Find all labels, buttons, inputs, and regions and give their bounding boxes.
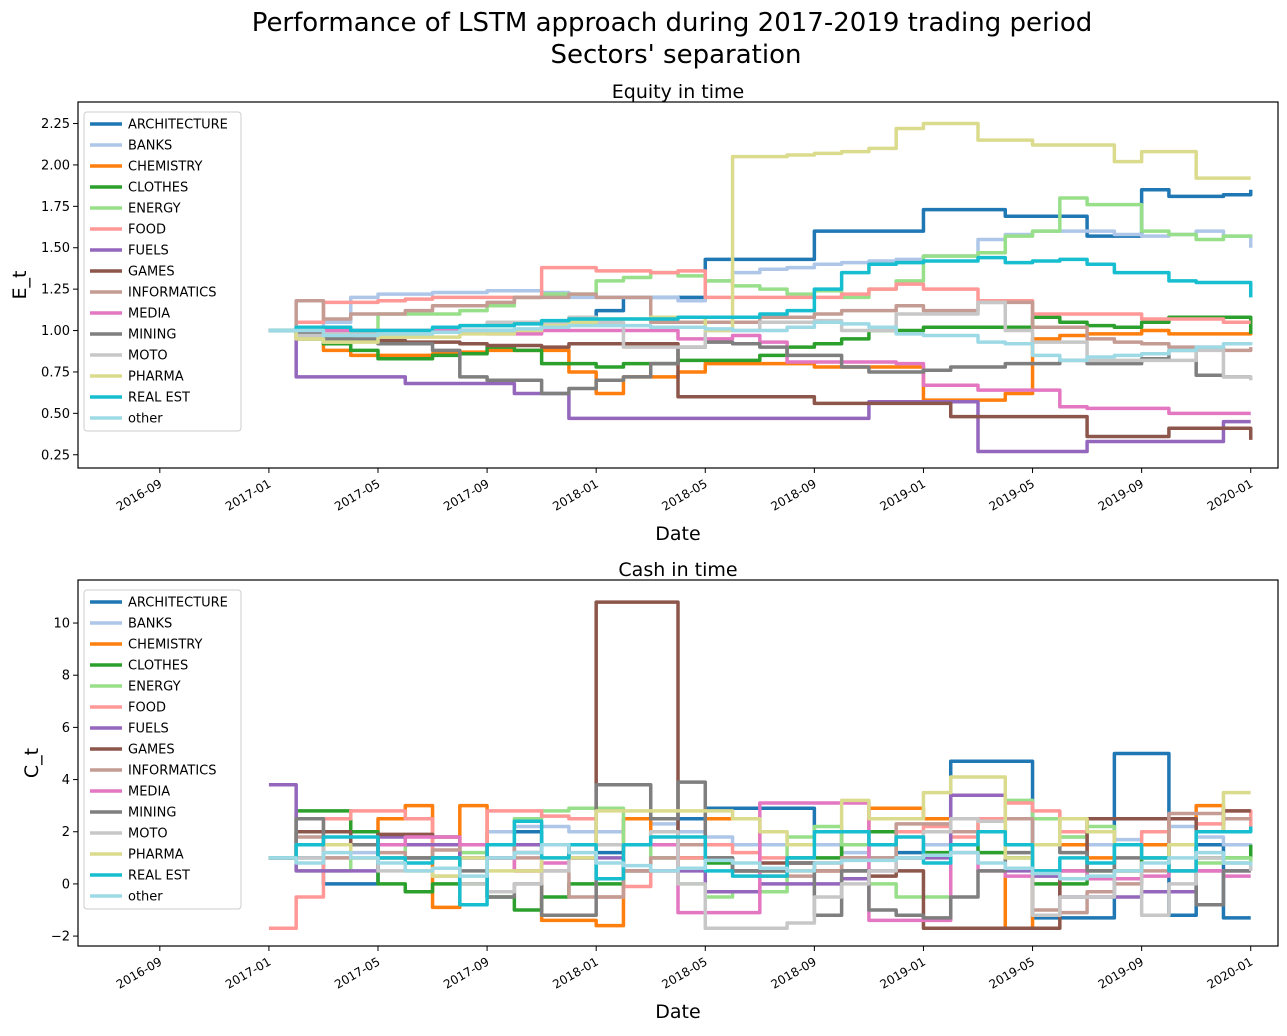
legend-box bbox=[83, 111, 242, 432]
x-tick-label: 2019-01 bbox=[878, 476, 928, 513]
legend-label: FUELS bbox=[128, 722, 169, 737]
series-line-real-est bbox=[268, 255, 1253, 333]
series-line-other bbox=[268, 843, 1253, 881]
series-line-other bbox=[268, 320, 1253, 363]
legend-label: FOOD bbox=[128, 701, 166, 716]
legend-label: PHARMA bbox=[128, 370, 184, 385]
legend-label: other bbox=[128, 890, 163, 905]
y-tick-label: 2 bbox=[62, 825, 70, 840]
x-tick-label: 2019-09 bbox=[1096, 954, 1146, 991]
x-tick-label: 2017-05 bbox=[332, 954, 382, 991]
series-line-real-est bbox=[268, 819, 1253, 907]
series-line-banks bbox=[268, 229, 1253, 333]
legend-label: INFORMATICS bbox=[128, 286, 217, 301]
cash-chart: Cash in time Date C_t 2016-09 2017-01 2017… bbox=[21, 559, 1279, 1023]
series-line-pharma bbox=[268, 775, 1251, 878]
series-line-informatics bbox=[268, 292, 1253, 353]
x-tick-label: 2017-05 bbox=[332, 476, 382, 513]
y-tick-label: 0 bbox=[62, 877, 70, 892]
y-tick-label: 8 bbox=[62, 669, 70, 684]
legend-label: MINING bbox=[128, 328, 176, 343]
series-line-fuels bbox=[268, 328, 1251, 454]
legend: ARCHITECTURE BANKS CHEMISTRY CLOTHES ENERGY F… bbox=[83, 589, 242, 910]
cash-xlabel: Date bbox=[655, 1001, 700, 1023]
series-lines bbox=[268, 600, 1253, 931]
x-tick-label: 2017-01 bbox=[223, 476, 273, 513]
axes-frame bbox=[77, 101, 1279, 469]
x-tick-label: 2016-09 bbox=[114, 954, 164, 991]
y-tick-label: 6 bbox=[62, 721, 70, 736]
legend-label: MEDIA bbox=[128, 785, 170, 800]
x-tick-label: 2017-01 bbox=[223, 954, 273, 991]
legend-label: other bbox=[128, 412, 163, 427]
x-tick-label: 2019-05 bbox=[987, 476, 1037, 513]
legend-label: PHARMA bbox=[128, 848, 184, 863]
legend-label: BANKS bbox=[128, 617, 172, 632]
y-tick-label: 10 bbox=[53, 617, 70, 632]
legend-label: CLOTHES bbox=[128, 659, 188, 674]
y-tick-label: −2 bbox=[51, 930, 70, 945]
figure-title-line1: Performance of LSTM approach during 2017… bbox=[252, 8, 1093, 38]
y-tick-label: 4 bbox=[62, 773, 70, 788]
y-tick-label: 1.75 bbox=[41, 200, 70, 215]
x-tick-label: 2018-09 bbox=[768, 954, 818, 991]
equity-xlabel: Date bbox=[655, 523, 700, 545]
series-line-energy bbox=[268, 196, 1253, 344]
y-tick-label: 0.25 bbox=[41, 448, 70, 463]
legend-label: ARCHITECTURE bbox=[128, 596, 228, 611]
series-line-pharma bbox=[268, 121, 1251, 344]
legend-label: MOTO bbox=[128, 827, 168, 842]
legend-label: MOTO bbox=[128, 349, 168, 364]
x-tick-label: 2018-05 bbox=[659, 476, 709, 513]
legend-label: GAMES bbox=[128, 743, 175, 758]
y-tick-label: 1.25 bbox=[41, 283, 70, 298]
legend-label: FUELS bbox=[128, 244, 169, 259]
series-lines bbox=[268, 121, 1253, 454]
x-tick-label: 2019-01 bbox=[878, 954, 928, 991]
legend: ARCHITECTURE BANKS CHEMISTRY CLOTHES ENERGY F… bbox=[83, 111, 242, 432]
y-tick-label: 1.50 bbox=[41, 241, 70, 256]
legend-box bbox=[83, 589, 242, 910]
cash-ylabel: C_t bbox=[21, 748, 43, 778]
x-tick-label: 2018-05 bbox=[659, 954, 709, 991]
legend-label: MINING bbox=[128, 806, 176, 821]
equity-chart-title: Equity in time bbox=[612, 81, 744, 103]
legend-label: FOOD bbox=[128, 223, 166, 238]
x-tick-label: 2020-01 bbox=[1205, 954, 1255, 991]
legend-label: CLOTHES bbox=[128, 181, 188, 196]
figure-title-line2: Sectors' separation bbox=[551, 40, 802, 70]
legend-label: MEDIA bbox=[128, 307, 170, 322]
x-tick-label: 2017-09 bbox=[441, 476, 491, 513]
x-tick-label: 2018-01 bbox=[550, 476, 600, 513]
legend-label: ARCHITECTURE bbox=[128, 118, 228, 133]
x-tick-label: 2019-09 bbox=[1096, 476, 1146, 513]
equity-chart: Equity in time Date E_t 2016-09 2017-01 20… bbox=[9, 81, 1279, 545]
y-tick-label: 0.75 bbox=[41, 365, 70, 380]
cash-chart-title: Cash in time bbox=[618, 559, 737, 581]
y-tick-label: 2.25 bbox=[41, 117, 70, 132]
legend-label: CHEMISTRY bbox=[128, 638, 203, 653]
legend-label: REAL EST bbox=[128, 391, 190, 406]
legend-label: ENERGY bbox=[128, 202, 181, 217]
legend-label: ENERGY bbox=[128, 680, 181, 695]
y-tick-label: 2.00 bbox=[41, 158, 70, 173]
x-tick-label: 2018-09 bbox=[768, 476, 818, 513]
legend-label: CHEMISTRY bbox=[128, 160, 203, 175]
legend-label: REAL EST bbox=[128, 869, 190, 884]
legend-label: GAMES bbox=[128, 265, 175, 280]
x-tick-label: 2016-09 bbox=[114, 476, 164, 513]
x-tick-label: 2018-01 bbox=[550, 954, 600, 991]
legend-label: BANKS bbox=[128, 139, 172, 154]
series-line-clothes bbox=[268, 315, 1253, 369]
y-tick-label: 0.50 bbox=[41, 407, 70, 422]
equity-ylabel: E_t bbox=[9, 271, 31, 300]
x-tick-label: 2019-05 bbox=[987, 954, 1037, 991]
axes-frame bbox=[77, 579, 1279, 947]
x-tick-label: 2017-09 bbox=[441, 954, 491, 991]
legend-label: INFORMATICS bbox=[128, 764, 217, 779]
y-tick-label: 1.00 bbox=[41, 324, 70, 339]
x-tick-label: 2020-01 bbox=[1205, 476, 1255, 513]
